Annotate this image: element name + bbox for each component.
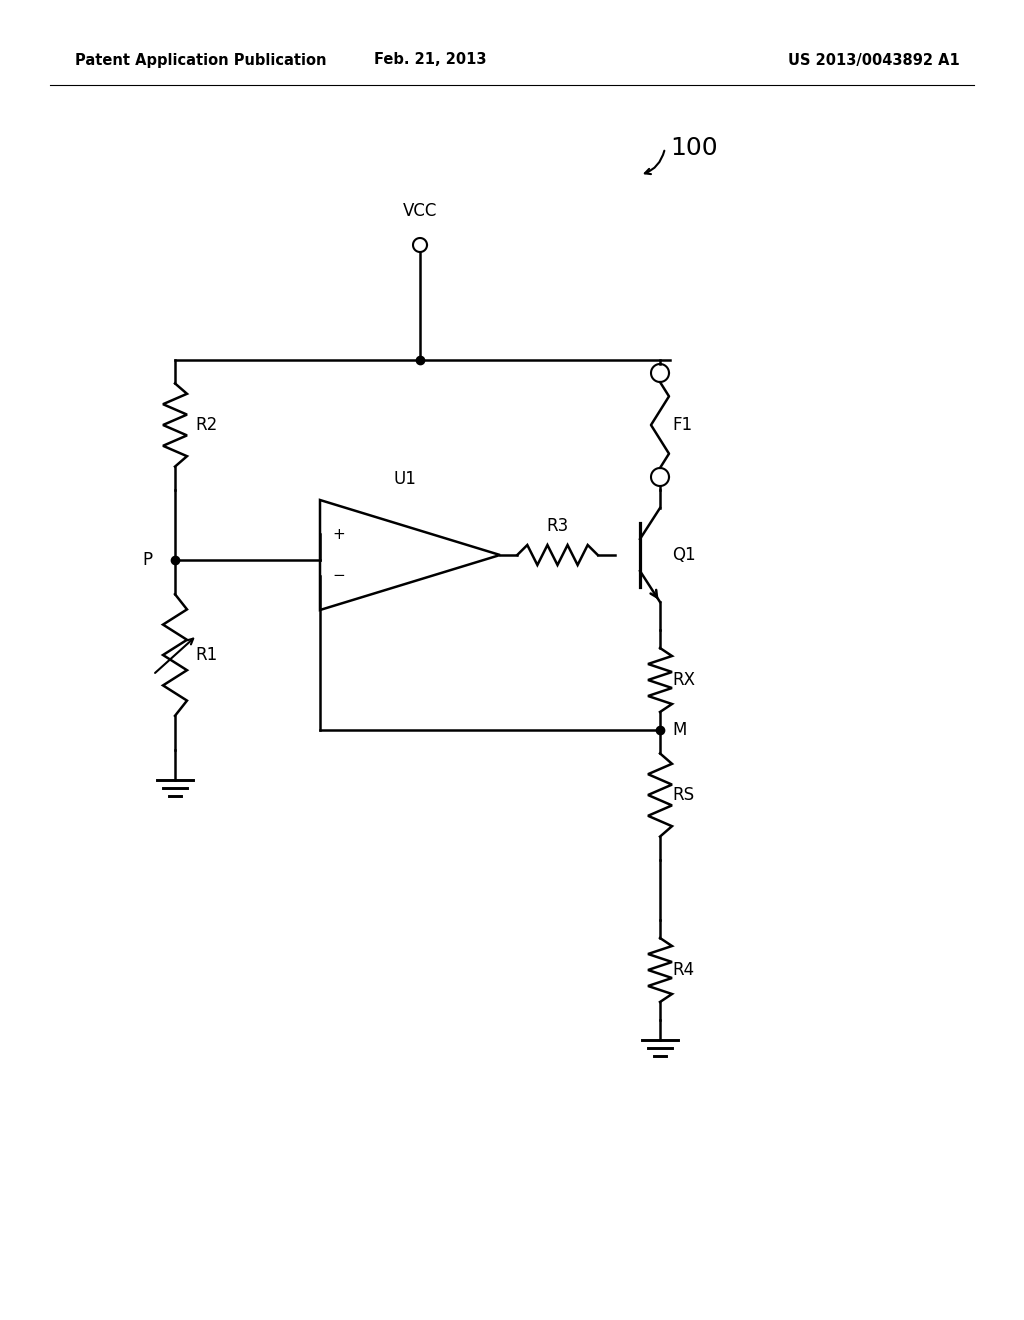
Text: F1: F1: [672, 416, 692, 434]
Text: Feb. 21, 2013: Feb. 21, 2013: [374, 53, 486, 67]
Text: US 2013/0043892 A1: US 2013/0043892 A1: [788, 53, 961, 67]
Text: RS: RS: [672, 785, 694, 804]
Text: R1: R1: [195, 645, 217, 664]
Text: P: P: [143, 550, 153, 569]
Text: R4: R4: [672, 961, 694, 979]
Text: R2: R2: [195, 416, 217, 434]
Text: R3: R3: [547, 517, 568, 535]
Text: +: +: [332, 527, 345, 541]
Text: M: M: [672, 721, 686, 739]
Text: VCC: VCC: [402, 202, 437, 220]
Text: 100: 100: [670, 136, 718, 160]
Text: Q1: Q1: [672, 546, 695, 564]
Text: −: −: [332, 569, 345, 583]
Text: RX: RX: [672, 671, 695, 689]
Text: Patent Application Publication: Patent Application Publication: [75, 53, 327, 67]
Text: U1: U1: [393, 470, 417, 488]
